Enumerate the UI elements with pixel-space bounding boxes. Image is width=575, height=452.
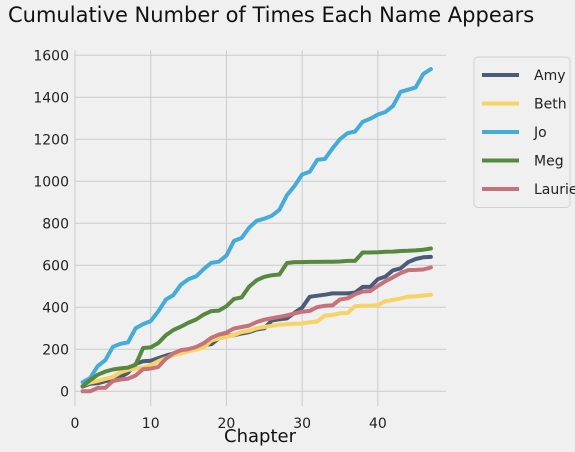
x-tick-label: 20 bbox=[218, 416, 236, 432]
legend-label-amy: Amy bbox=[534, 68, 566, 84]
legend: Amy Beth Jo Meg Laurie bbox=[473, 56, 575, 208]
y-tick-label: 400 bbox=[42, 300, 69, 316]
legend-frame bbox=[473, 56, 571, 208]
legend-label-jo: Jo bbox=[533, 125, 547, 141]
y-tick-label: 600 bbox=[42, 258, 69, 274]
x-tick-label: 30 bbox=[293, 416, 311, 432]
y-tick-label: 1200 bbox=[33, 132, 69, 148]
y-tick-label: 1000 bbox=[33, 174, 69, 190]
series-line-beth bbox=[80, 292, 433, 388]
legend-label-laurie: Laurie bbox=[534, 182, 575, 198]
legend-label-meg: Meg bbox=[534, 154, 564, 170]
x-tick-label: 0 bbox=[71, 416, 80, 432]
y-tick-label: 200 bbox=[42, 342, 69, 358]
y-tick-label: 1400 bbox=[33, 90, 69, 106]
legend-label-beth: Beth bbox=[534, 97, 567, 113]
series-line-laurie bbox=[80, 265, 433, 394]
series-line-jo bbox=[80, 67, 433, 385]
x-tick-label: 40 bbox=[369, 416, 387, 432]
y-tick-label: 1600 bbox=[33, 48, 69, 64]
y-tick-label: 800 bbox=[42, 216, 69, 232]
series-line-meg bbox=[80, 246, 433, 389]
y-tick-label: 0 bbox=[60, 384, 69, 400]
x-tick-label: 10 bbox=[142, 416, 160, 432]
x-axis-label: Chapter bbox=[224, 426, 297, 447]
chart-title: Cumulative Number of Times Each Name App… bbox=[8, 3, 534, 27]
